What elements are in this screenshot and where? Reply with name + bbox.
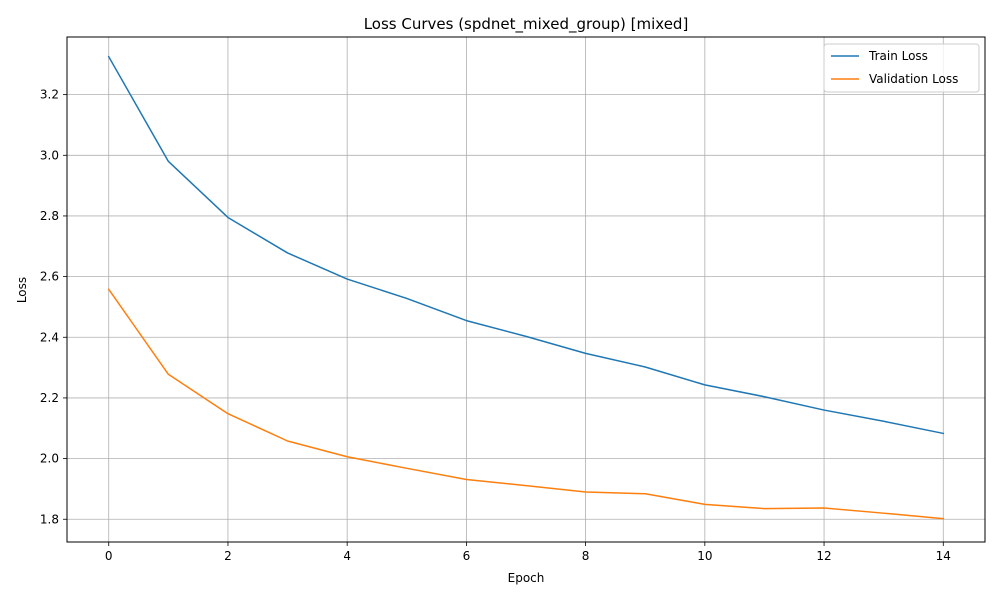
x-tick-label: 14 — [936, 549, 951, 563]
x-axis-label: Epoch — [508, 571, 545, 585]
legend: Train Loss Validation Loss — [823, 43, 980, 93]
x-tick-label: 8 — [582, 549, 590, 563]
y-tick-label: 3.0 — [40, 148, 59, 162]
legend-label-validation-loss: Validation Loss — [869, 72, 958, 86]
legend-box — [823, 43, 980, 93]
y-tick-label: 3.2 — [40, 88, 59, 102]
x-tick-label: 2 — [224, 549, 232, 563]
y-tick-label: 2.6 — [40, 270, 59, 284]
series-line-validation-loss — [107, 288, 945, 520]
x-tick-label: 12 — [816, 549, 831, 563]
y-axis-label: Loss — [15, 277, 29, 303]
chart-title: Loss Curves (spdnet_mixed_group) [mixed] — [364, 15, 689, 34]
legend-label-train-loss: Train Loss — [868, 49, 928, 63]
plot-frame — [66, 36, 986, 543]
series-line-train-loss — [107, 55, 945, 435]
grid — [67, 37, 985, 542]
x-tick-label: 4 — [343, 549, 351, 563]
axis-ticks: 0 2 4 6 8 10 12 14 1.8 2.0 2.2 2.4 2.6 2.8 3.0 3.2 — [40, 88, 951, 563]
x-tick-label: 0 — [105, 549, 113, 563]
x-tick-label: 6 — [463, 549, 471, 563]
y-tick-label: 2.0 — [40, 452, 59, 466]
x-tick-label: 10 — [697, 549, 712, 563]
y-tick-label: 1.8 — [40, 512, 59, 526]
y-tick-label: 2.2 — [40, 391, 59, 405]
y-tick-label: 2.8 — [40, 209, 59, 223]
y-tick-label: 2.4 — [40, 330, 59, 344]
series-lines — [107, 55, 945, 520]
